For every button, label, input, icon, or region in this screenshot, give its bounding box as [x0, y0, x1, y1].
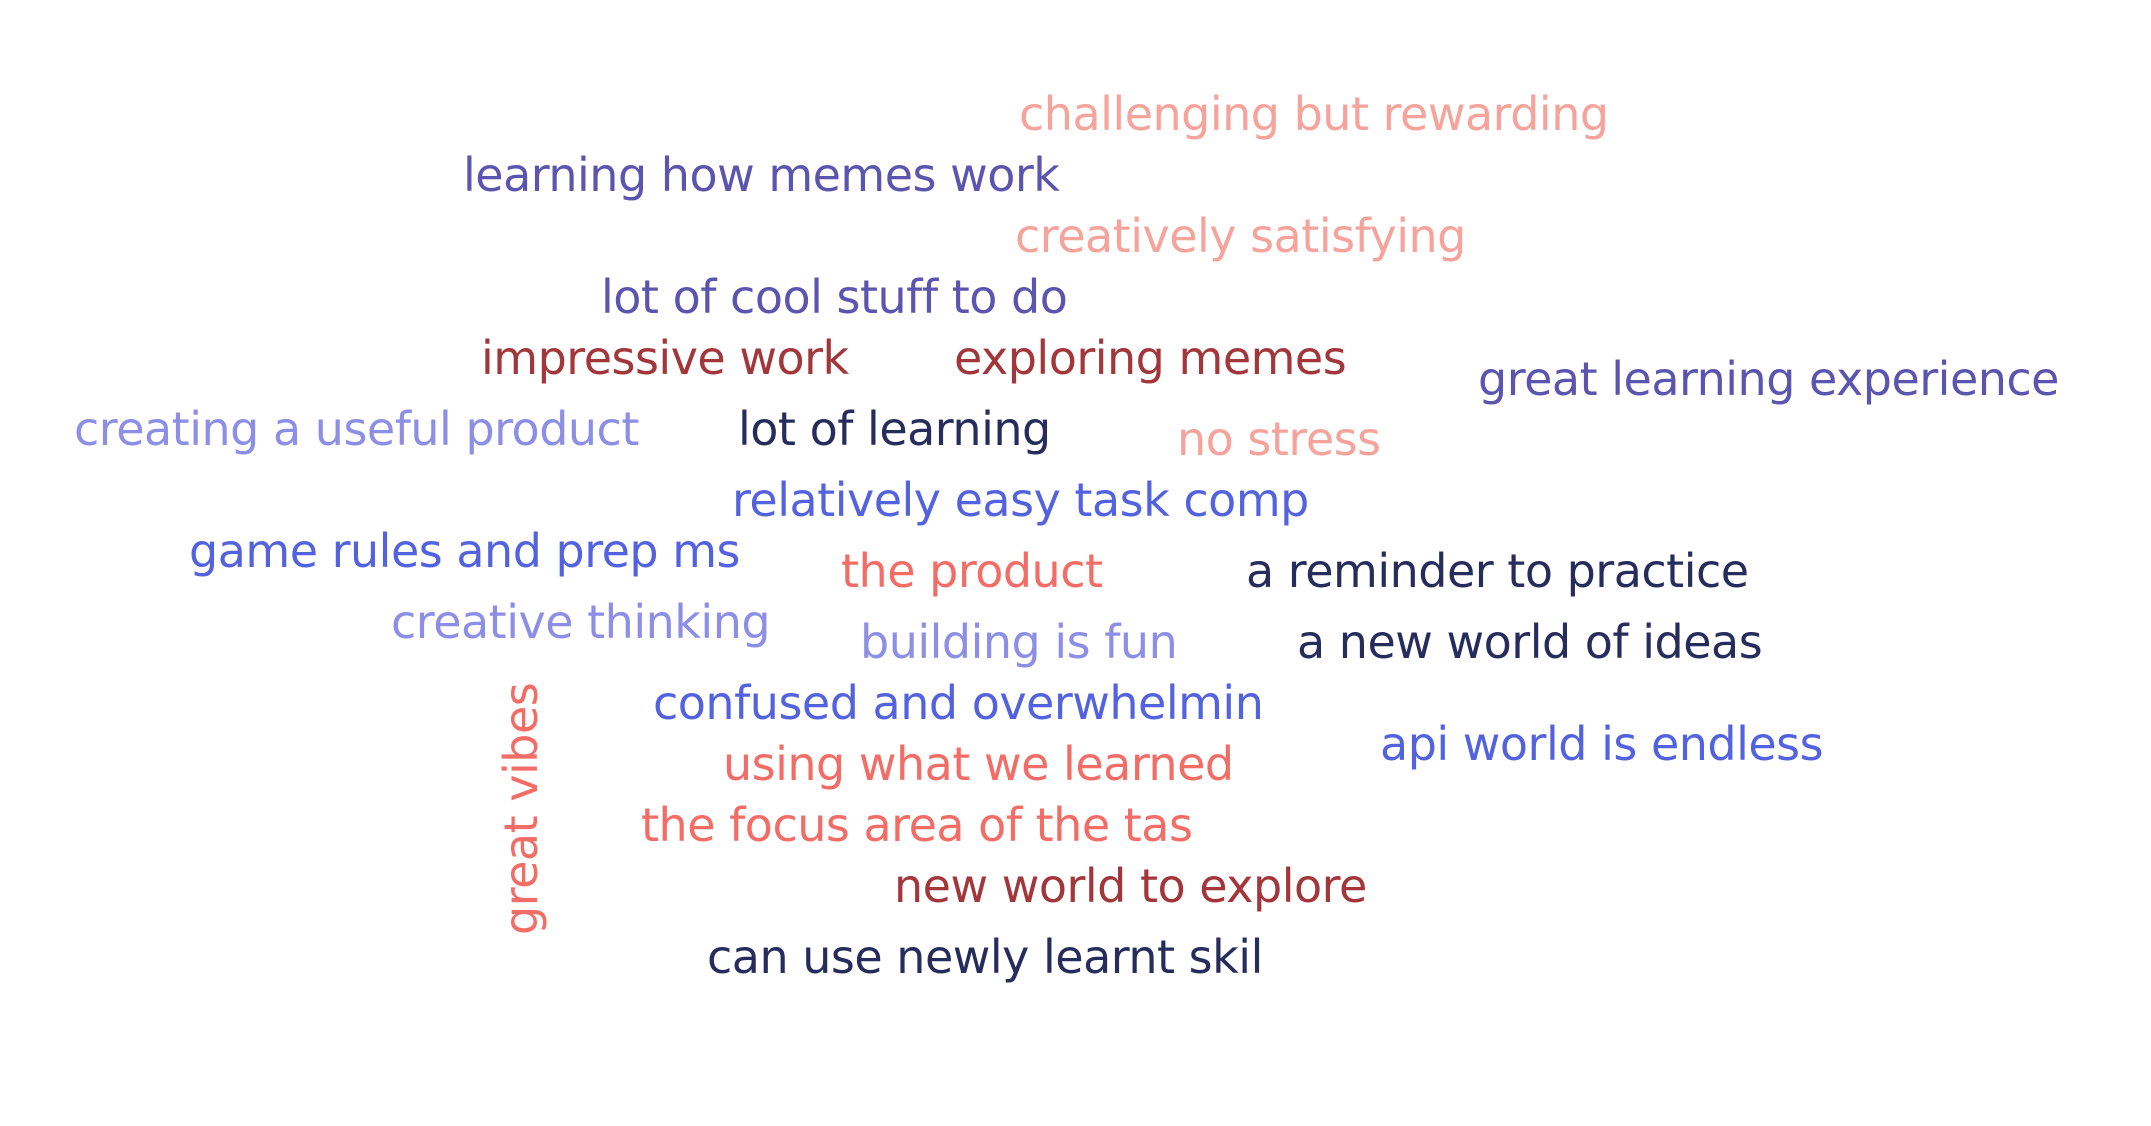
word-game-rules: game rules and prep ms [189, 524, 741, 578]
word-great-learning-experience: great learning experience [1478, 352, 2060, 406]
word-relatively-easy-task: relatively easy task comp [732, 473, 1309, 527]
word-building-is-fun: building is fun [860, 615, 1178, 669]
word-exploring-memes: exploring memes [954, 331, 1347, 385]
word-new-world-of-ideas: a new world of ideas [1297, 615, 1763, 669]
word-using-what-we-learned: using what we learned [723, 737, 1234, 791]
word-challenging-but-rewarding: challenging but rewarding [1019, 87, 1609, 141]
word-confused-overwhelmin: confused and overwhelmin [653, 676, 1264, 730]
word-api-world-endless: api world is endless [1380, 717, 1824, 771]
word-creating-useful-product: creating a useful product [74, 402, 639, 456]
word-creatively-satisfying: creatively satisfying [1015, 209, 1466, 263]
word-lot-of-learning: lot of learning [738, 402, 1051, 456]
word-reminder-to-practice: a reminder to practice [1246, 544, 1749, 598]
word-learning-how-memes-work: learning how memes work [463, 148, 1060, 202]
word-impressive-work: impressive work [481, 331, 849, 385]
word-no-stress: no stress [1177, 412, 1381, 466]
word-creative-thinking: creative thinking [391, 595, 771, 649]
word-lot-of-cool-stuff: lot of cool stuff to do [601, 270, 1068, 324]
word-newly-learnt-skil: can use newly learnt skil [707, 930, 1263, 984]
word-the-product: the product [841, 544, 1103, 598]
word-great-vibes: great vibes [494, 682, 548, 935]
word-focus-area: the focus area of the tas [641, 798, 1193, 852]
word-new-world-to-explore: new world to explore [894, 859, 1367, 913]
